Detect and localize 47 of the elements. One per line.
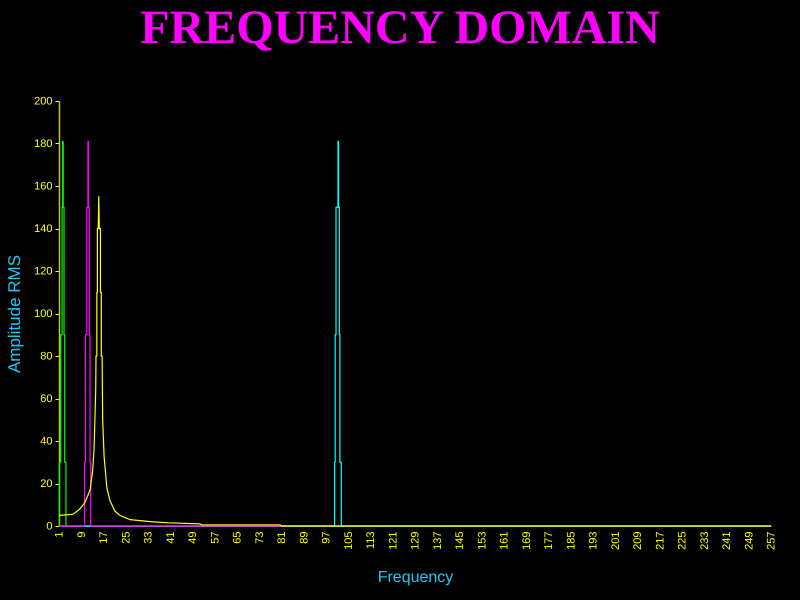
y-tick-label: 140 — [34, 223, 52, 235]
x-tick-label: 129 — [410, 532, 422, 550]
x-tick-label: 177 — [543, 532, 555, 550]
x-tick-label: 137 — [432, 532, 444, 550]
x-tick-label: 33 — [142, 532, 154, 544]
x-tick-label: 161 — [498, 532, 510, 550]
y-tick-label: 120 — [34, 266, 52, 278]
y-tick-label: 180 — [34, 138, 52, 150]
x-tick-label: 153 — [476, 532, 488, 550]
x-tick-label: 49 — [187, 532, 199, 544]
x-axis-title: Frequency — [378, 568, 454, 586]
y-tick-label: 20 — [40, 478, 52, 490]
x-tick-label: 249 — [743, 532, 756, 550]
x-tick-label: 9 — [76, 532, 88, 538]
x-tick-label: 17 — [98, 532, 110, 544]
y-tick-label: 0 — [46, 520, 52, 532]
x-tick-label: 257 — [766, 532, 778, 550]
x-tick-label: 145 — [454, 532, 466, 550]
y-tick-label: 100 — [34, 308, 52, 320]
x-tick-label: 113 — [365, 532, 377, 550]
chart-title: FREQUENCY DOMAIN — [140, 1, 660, 54]
x-tick-label: 41 — [164, 532, 177, 544]
x-tick-label: 81 — [276, 532, 288, 544]
y-tick-label: 160 — [34, 180, 52, 192]
x-tick-label: 121 — [387, 532, 400, 550]
x-tick-label: 217 — [654, 532, 666, 550]
x-tick-label: 209 — [632, 532, 644, 550]
x-tick-label: 57 — [209, 532, 222, 544]
y-tick-label: 40 — [40, 436, 52, 448]
x-tick-label: 185 — [565, 532, 578, 550]
x-tick-label: 105 — [342, 532, 355, 550]
x-tick-label: 225 — [676, 532, 688, 550]
y-tick-label: 200 — [34, 96, 52, 108]
x-tick-label: 233 — [698, 532, 711, 550]
y-axis-title: Amplitude RMS — [5, 254, 24, 374]
y-tick-label: 60 — [40, 393, 52, 405]
x-tick-label: 97 — [320, 532, 332, 544]
x-tick-label: 241 — [721, 532, 733, 550]
x-tick-label: 193 — [588, 532, 600, 550]
x-tick-label: 89 — [298, 532, 310, 544]
x-tick-label: 73 — [254, 532, 266, 544]
x-tick-label: 1 — [54, 532, 66, 538]
x-tick-label: 65 — [232, 532, 244, 544]
x-tick-label: 25 — [120, 532, 132, 544]
x-tick-label: 169 — [520, 532, 533, 550]
x-tick-label: 201 — [610, 532, 622, 550]
y-tick-label: 80 — [40, 350, 52, 362]
